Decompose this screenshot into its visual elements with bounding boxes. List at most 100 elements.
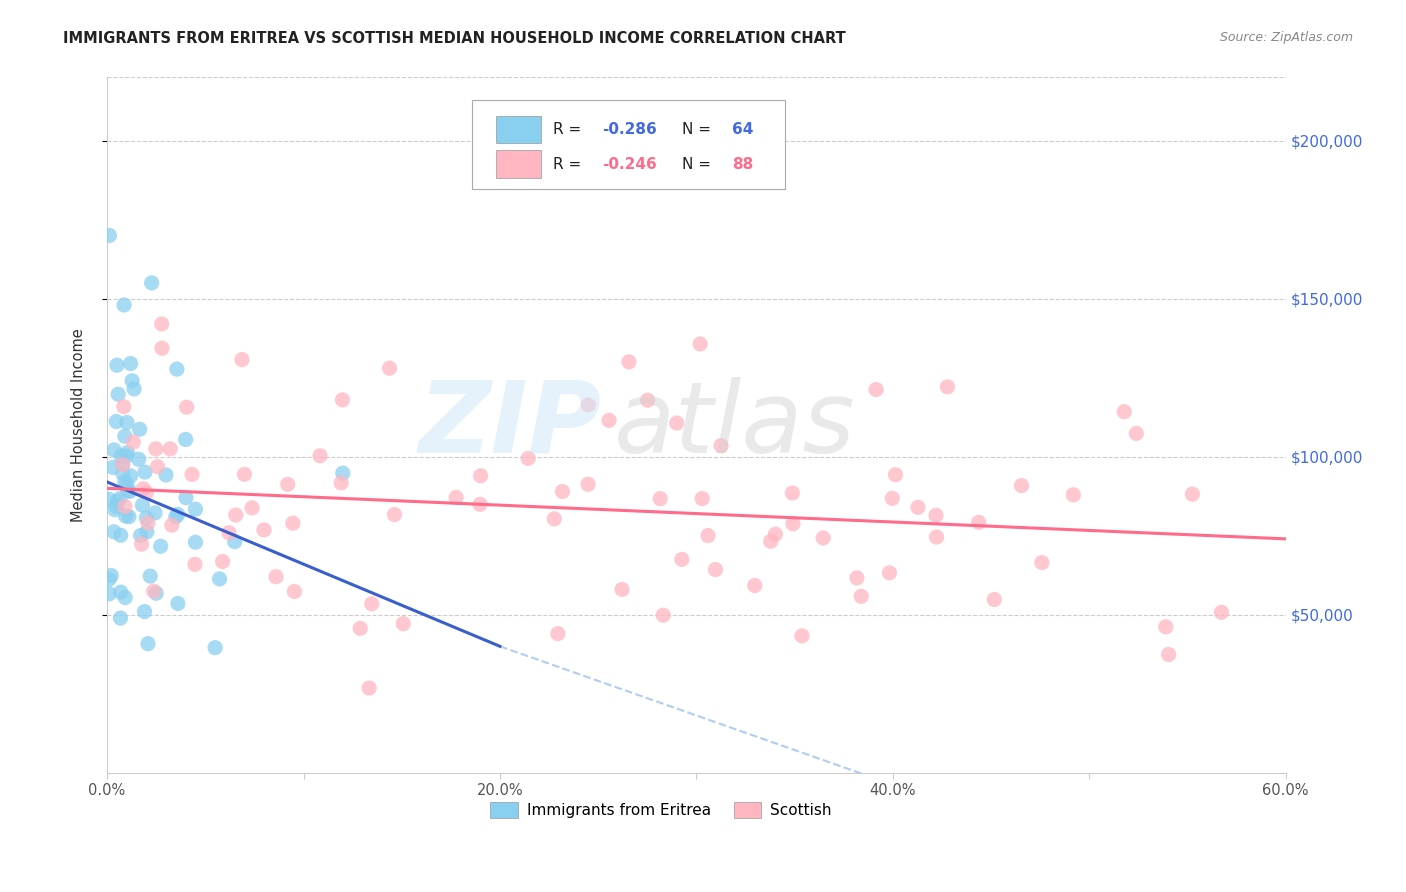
Point <box>134 605 156 619</box>
Point <box>224 534 246 549</box>
Point <box>543 512 565 526</box>
Point <box>184 558 207 572</box>
Legend: Immigrants from Eritrea, Scottish: Immigrants from Eritrea, Scottish <box>484 796 838 824</box>
Point <box>882 491 904 506</box>
Point <box>759 534 782 549</box>
Point <box>120 357 142 371</box>
Point <box>384 508 406 522</box>
Point <box>128 422 150 436</box>
Point <box>253 523 276 537</box>
Point <box>114 429 136 443</box>
Point <box>907 500 929 515</box>
Point <box>122 382 145 396</box>
Point <box>149 539 172 553</box>
Point <box>160 518 183 533</box>
Point <box>359 681 381 695</box>
Point <box>114 475 136 489</box>
Point <box>598 413 620 427</box>
Point <box>114 591 136 605</box>
Point <box>1181 487 1204 501</box>
FancyBboxPatch shape <box>496 151 541 178</box>
Point <box>204 640 226 655</box>
Point <box>283 584 305 599</box>
Point <box>135 511 157 525</box>
Point <box>1114 405 1136 419</box>
Point <box>135 524 157 539</box>
Point <box>710 439 733 453</box>
Text: IMMIGRANTS FROM ERITREA VS SCOTTISH MEDIAN HOUSEHOLD INCOME CORRELATION CHART: IMMIGRANTS FROM ERITREA VS SCOTTISH MEDI… <box>63 31 846 46</box>
Point <box>145 586 167 600</box>
Point <box>181 467 204 482</box>
Point <box>208 572 231 586</box>
Point <box>865 383 887 397</box>
Text: N =: N = <box>682 122 716 137</box>
Text: R =: R = <box>553 157 586 172</box>
Text: Source: ZipAtlas.com: Source: ZipAtlas.com <box>1219 31 1353 45</box>
Point <box>98 228 121 243</box>
Point <box>174 433 197 447</box>
Text: 88: 88 <box>731 157 754 172</box>
Point <box>108 491 131 506</box>
Point <box>576 477 599 491</box>
Point <box>104 502 127 516</box>
Point <box>617 355 640 369</box>
Point <box>145 442 167 456</box>
Point <box>128 452 150 467</box>
Point <box>1157 648 1180 662</box>
Point <box>131 498 153 512</box>
Text: -0.246: -0.246 <box>602 157 657 172</box>
Text: N =: N = <box>682 157 716 172</box>
Point <box>547 626 569 640</box>
Point <box>141 276 163 290</box>
Point <box>884 467 907 482</box>
Point <box>150 317 173 331</box>
Point <box>166 362 188 376</box>
Text: -0.286: -0.286 <box>602 122 657 137</box>
Point <box>240 500 263 515</box>
Text: ZIP: ZIP <box>419 376 602 474</box>
Point <box>155 467 177 482</box>
Point <box>744 578 766 592</box>
Point <box>360 597 382 611</box>
Point <box>671 552 693 566</box>
Point <box>120 468 142 483</box>
Point <box>98 587 121 601</box>
Point <box>689 337 711 351</box>
Point <box>117 483 139 498</box>
Point <box>101 460 124 475</box>
Point <box>650 491 672 506</box>
Point <box>925 508 948 523</box>
Point <box>697 528 720 542</box>
Point <box>233 467 256 482</box>
Point <box>111 467 134 481</box>
Point <box>1211 605 1233 619</box>
Point <box>110 585 132 599</box>
Point <box>231 352 253 367</box>
Point <box>159 442 181 456</box>
Point <box>184 535 207 549</box>
Point <box>211 555 233 569</box>
Point <box>98 572 121 586</box>
Point <box>1062 488 1084 502</box>
Point <box>851 589 873 603</box>
Point <box>444 491 467 505</box>
Point <box>134 465 156 479</box>
Point <box>112 400 135 414</box>
Point <box>135 485 157 500</box>
Point <box>551 484 574 499</box>
Point <box>115 416 138 430</box>
Point <box>115 449 138 463</box>
Point <box>309 449 332 463</box>
Point <box>811 531 834 545</box>
Point <box>176 401 198 415</box>
Text: R =: R = <box>553 122 586 137</box>
Point <box>392 616 415 631</box>
Point <box>281 516 304 531</box>
Point <box>264 570 287 584</box>
Point <box>470 468 492 483</box>
Point <box>114 509 136 524</box>
Point <box>174 491 197 505</box>
Point <box>122 435 145 450</box>
Point <box>1154 620 1177 634</box>
Point <box>1031 556 1053 570</box>
